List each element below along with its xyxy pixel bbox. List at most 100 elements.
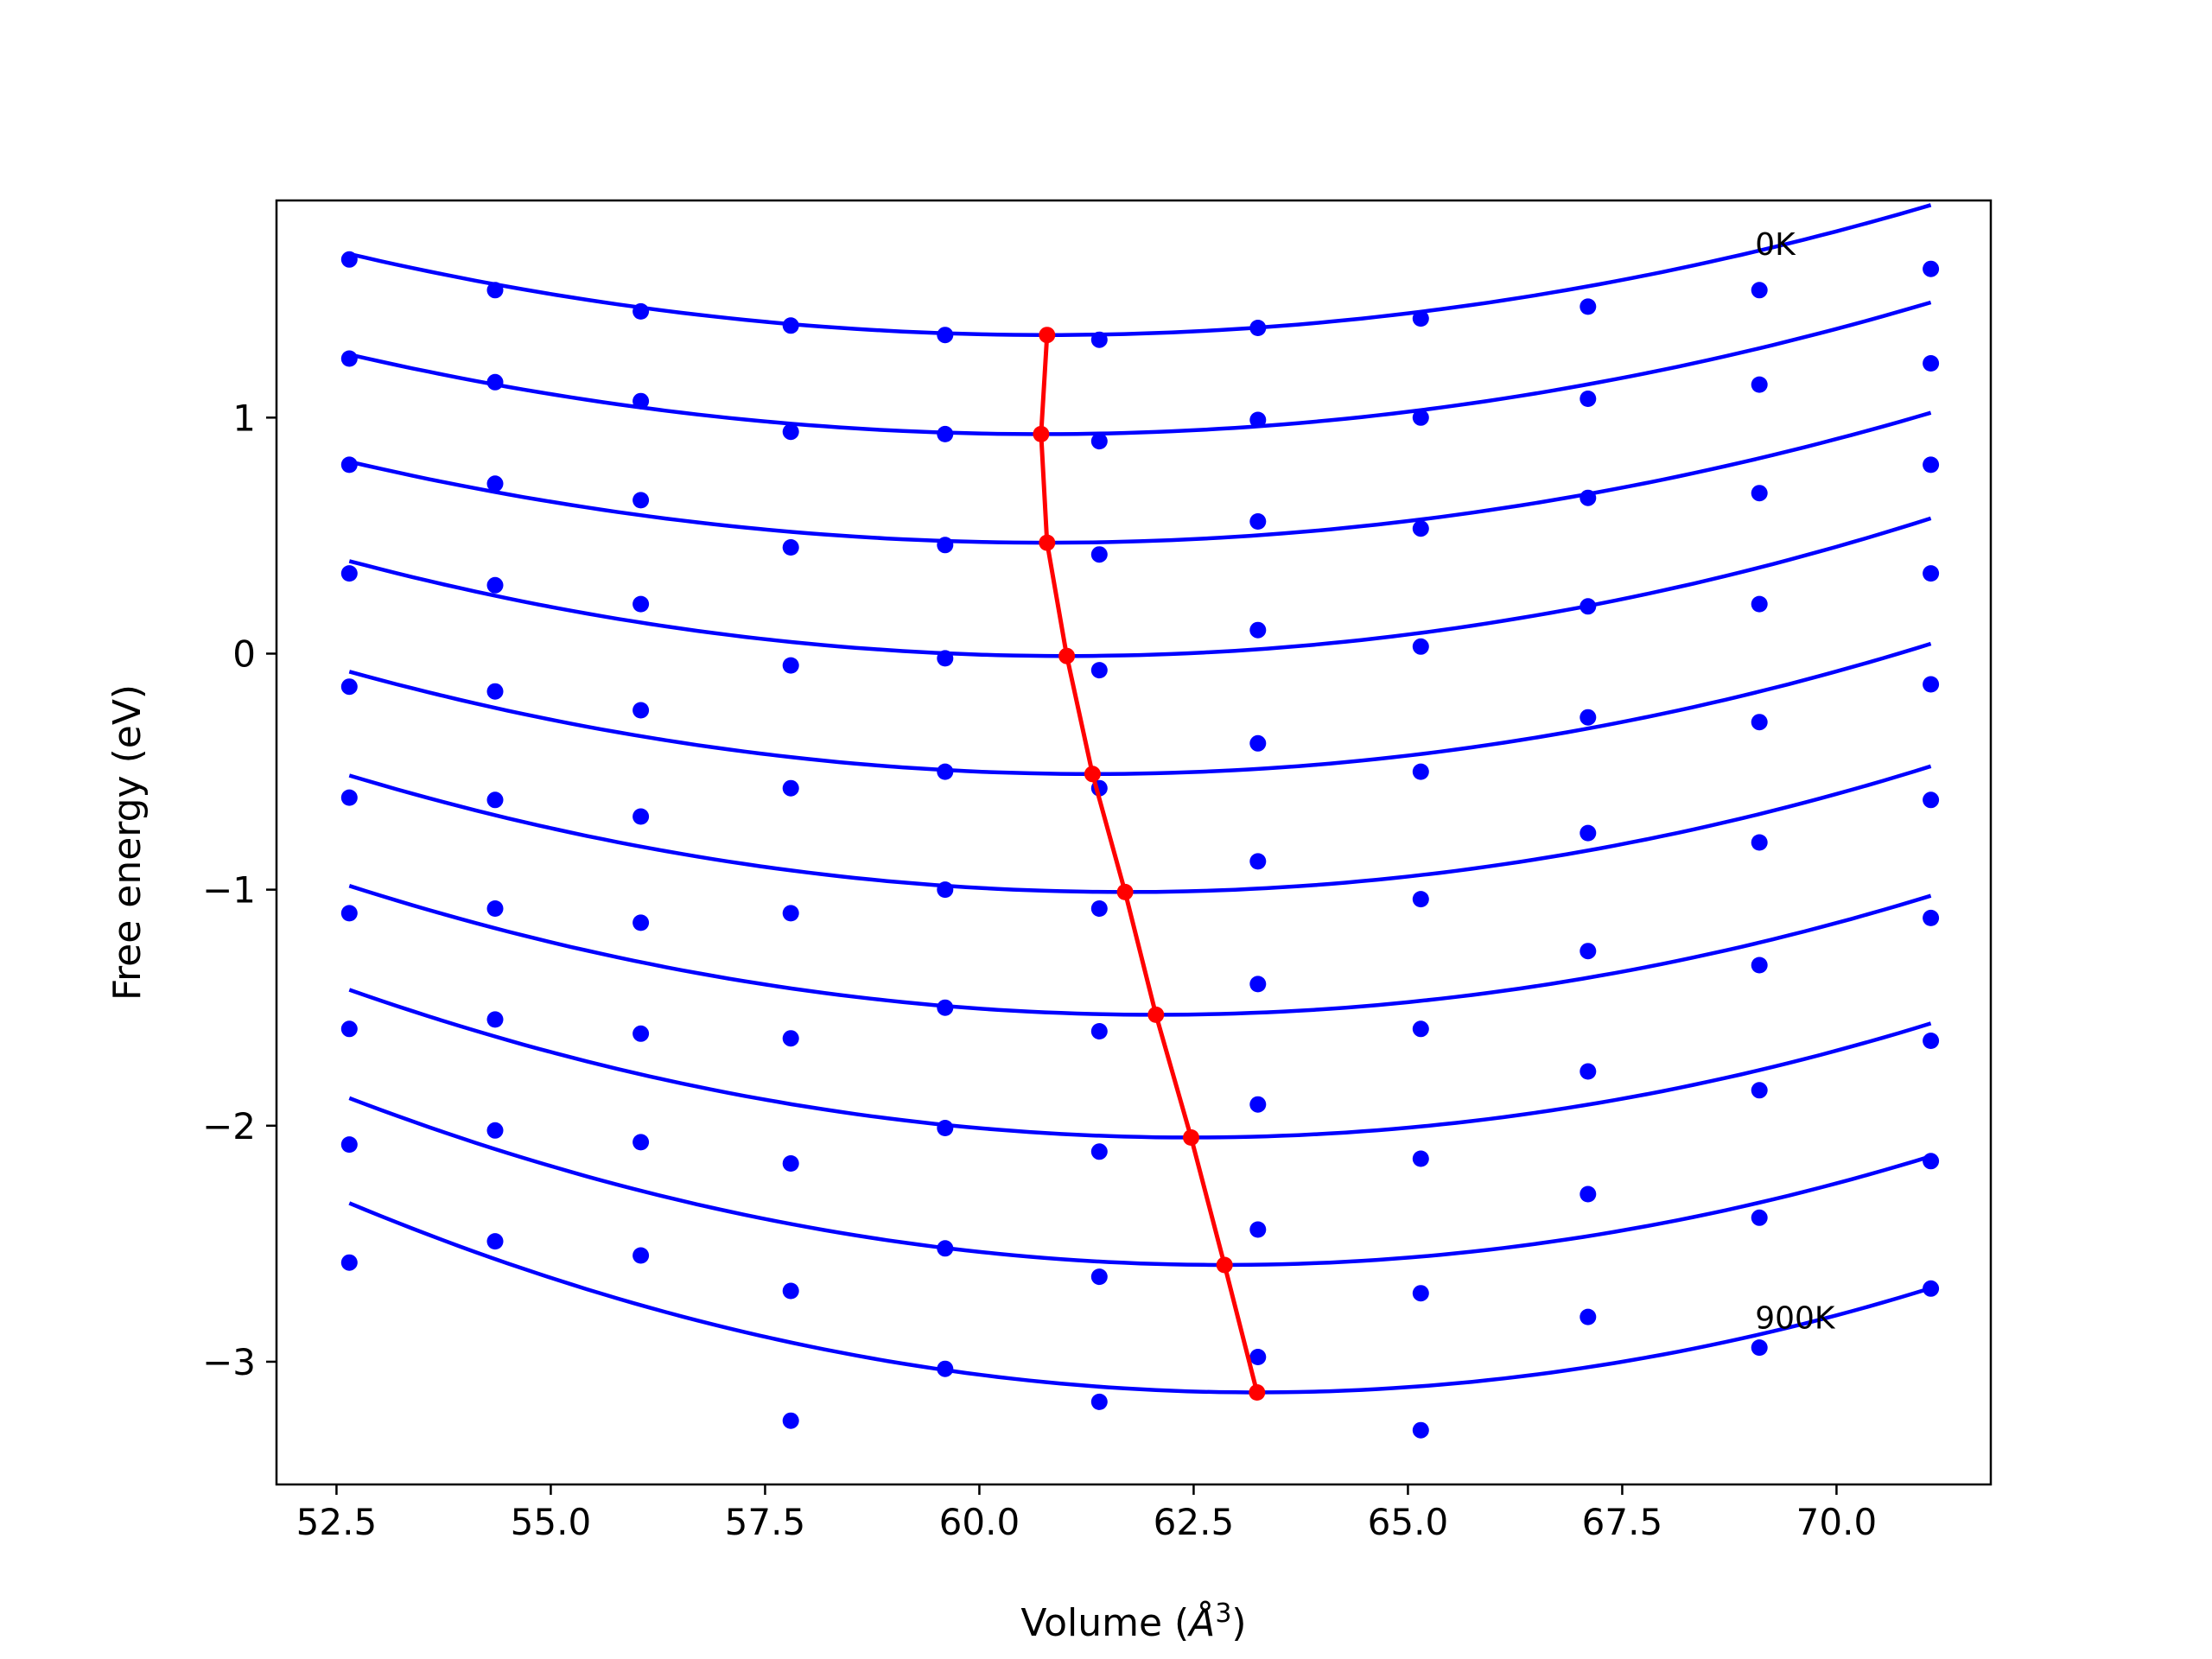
data-point: [340, 1254, 358, 1271]
data-point: [1751, 282, 1768, 299]
data-point: [340, 565, 358, 582]
data-point: [937, 537, 954, 554]
minimum-point: [1039, 327, 1056, 344]
minima-path: [1039, 334, 1260, 1394]
temperature-label: 0K: [1755, 227, 1796, 263]
data-point: [1580, 391, 1597, 407]
data-point: [1249, 621, 1267, 639]
data-point: [782, 905, 799, 922]
x-tick-label: 55.0: [511, 1501, 592, 1543]
data-point: [486, 576, 504, 594]
fit-curve-10: [348, 1201, 1932, 1395]
data-point: [1923, 260, 1940, 277]
data-point: [1580, 824, 1597, 842]
data-point: [486, 1011, 504, 1028]
data-point: [632, 914, 650, 931]
x-tick-label: 60.0: [939, 1501, 1020, 1543]
data-point: [937, 650, 954, 667]
minimum-point: [1249, 1384, 1266, 1401]
data-point: [632, 595, 650, 613]
data-point: [1751, 1209, 1768, 1226]
data-point: [782, 657, 799, 674]
annotations: 0K 900K: [1755, 227, 1836, 1337]
data-point: [1412, 1285, 1429, 1302]
data-point: [1580, 709, 1597, 726]
data-point: [340, 456, 358, 474]
minimum-point: [1183, 1129, 1199, 1146]
data-point: [937, 1360, 954, 1377]
data-point: [340, 251, 358, 268]
y-tick-label: −1: [202, 869, 256, 912]
minimum-point: [1116, 883, 1134, 900]
data-point: [340, 678, 358, 696]
data-point: [1249, 853, 1267, 870]
data-point: [632, 392, 650, 410]
fit-curve-7: [348, 884, 1932, 1017]
fit-curve-9: [348, 1096, 1932, 1268]
data-point: [632, 808, 650, 825]
data-point: [486, 900, 504, 917]
data-point: [1751, 376, 1768, 393]
temperature-label: 900K: [1755, 1301, 1836, 1337]
data-point: [1751, 834, 1768, 851]
data-point: [1580, 298, 1597, 315]
data-point: [340, 905, 358, 922]
data-point: [782, 539, 799, 556]
data-point: [1249, 1221, 1267, 1238]
fit-curve-8: [348, 988, 1932, 1140]
data-point: [486, 373, 504, 391]
data-point: [937, 1240, 954, 1257]
data-point: [1249, 734, 1267, 752]
x-tick-label: 67.5: [1582, 1501, 1663, 1543]
data-point: [1923, 791, 1940, 809]
data-point: [1412, 891, 1429, 908]
data-point: [632, 1134, 650, 1151]
fit-curve-1: [348, 203, 1932, 337]
data-point: [486, 475, 504, 493]
data-point: [1580, 943, 1597, 960]
data-point: [1090, 546, 1108, 563]
data-point: [1412, 520, 1429, 537]
data-point: [1751, 485, 1768, 502]
y-axis-title: Free energy (eV): [105, 684, 149, 1001]
data-point: [1249, 513, 1267, 530]
data-point: [1090, 433, 1108, 450]
data-point: [782, 779, 799, 797]
data-point: [1090, 1268, 1108, 1286]
data-point: [486, 1122, 504, 1139]
x-tick-label: 62.5: [1154, 1501, 1235, 1543]
data-point: [1412, 638, 1429, 655]
data-point: [782, 423, 799, 441]
data-point: [632, 702, 650, 719]
x-tick-label: 65.0: [1368, 1501, 1449, 1543]
data-point: [937, 763, 954, 780]
data-point: [1751, 957, 1768, 974]
data-point: [1412, 1020, 1429, 1038]
plot-frame: [275, 199, 1993, 1486]
data-point: [1412, 1421, 1429, 1439]
data-point: [632, 492, 650, 509]
data-point: [1580, 1063, 1597, 1080]
minimum-point: [1039, 534, 1056, 551]
data-point: [1090, 1393, 1108, 1410]
data-point: [1412, 763, 1429, 780]
data-point: [937, 327, 954, 344]
fit-curve-4: [348, 516, 1932, 658]
data-point: [632, 302, 650, 320]
data-point: [1923, 1153, 1940, 1170]
data-point: [632, 1025, 650, 1042]
data-point: [1249, 1096, 1267, 1113]
fit-curve-6: [348, 764, 1932, 894]
data-point: [340, 789, 358, 806]
x-tick-label: 57.5: [725, 1501, 806, 1543]
data-point: [937, 881, 954, 899]
fit-curve-5: [348, 641, 1932, 777]
data-point: [1249, 1349, 1267, 1365]
data-point: [1751, 1339, 1768, 1357]
data-point: [1580, 1185, 1597, 1203]
x-tick-label: 70.0: [1796, 1501, 1878, 1543]
minimum-point: [1033, 425, 1050, 442]
x-axis-title: Volume (Å3): [1020, 1599, 1246, 1645]
minima-line: [1033, 327, 1266, 1401]
data-points: [340, 251, 1940, 1439]
